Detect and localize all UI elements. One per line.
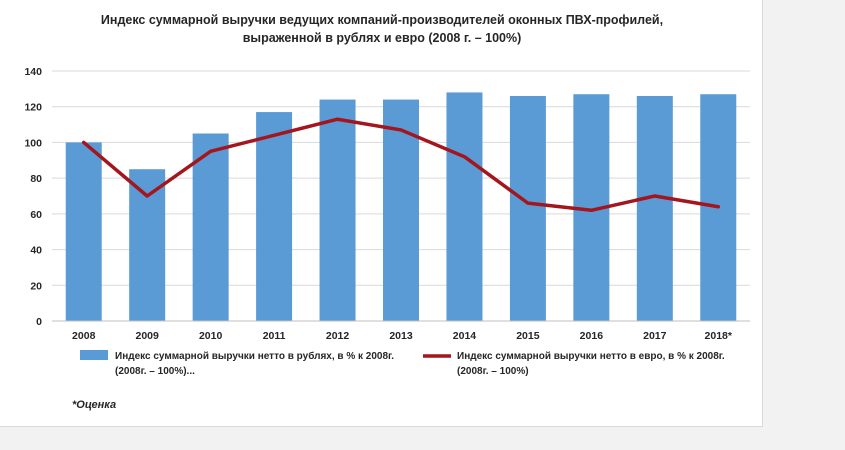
legend-label-rub-line-2: (2008г. – 100%)... (115, 366, 195, 377)
eur-point-2008 (82, 140, 86, 144)
x-tick-label: 2018* (705, 330, 733, 342)
eur-point-2016 (589, 208, 593, 212)
chart-title-line-1: Индекс суммарной выручки ведущих компани… (101, 13, 663, 27)
line-series (81, 117, 721, 213)
bar-2013 (383, 99, 419, 321)
footnote: *Оценка (72, 399, 116, 411)
y-tick-label: 80 (30, 173, 42, 185)
legend-label-eur-line-2: (2008г. – 100%) (457, 366, 529, 377)
legend-label-rub-line-1: Индекс суммарной выручки нетто в рублях,… (115, 350, 394, 362)
eur-point-2009 (145, 194, 149, 198)
bar-2010 (192, 133, 229, 321)
chart-title-line-2: выраженной в рублях и евро (2008 г. – 10… (243, 31, 522, 45)
bar-2014 (446, 92, 483, 321)
chart: Индекс суммарной выручки ведущих компани… (24, 13, 750, 411)
y-tick-label: 100 (24, 137, 42, 149)
y-tick-label: 20 (30, 280, 42, 292)
x-tick-label: 2017 (643, 330, 667, 342)
y-axis: 0 20 40 60 80 100 120 140 (24, 66, 42, 328)
x-tick-label: 2011 (263, 330, 286, 342)
eur-point-2012 (336, 117, 340, 121)
x-tick-label: 2008 (72, 330, 96, 342)
eur-point-2017 (653, 194, 657, 198)
y-tick-label: 40 (30, 245, 42, 257)
eur-point-2014 (462, 155, 466, 159)
eur-point-2018 (716, 205, 720, 209)
x-tick-label: 2013 (389, 330, 413, 342)
legend: Индекс суммарной выручки нетто в рублях,… (80, 350, 725, 377)
eur-point-2010 (209, 149, 213, 153)
x-tick-label: 2009 (136, 330, 160, 342)
bar-2012 (319, 99, 356, 321)
legend-label-eur-line-1: Индекс суммарной выручки нетто в евро, в… (457, 351, 725, 362)
y-tick-label: 140 (24, 66, 42, 78)
x-tick-label: 2014 (453, 330, 477, 342)
y-tick-label: 60 (30, 209, 42, 221)
eur-point-2015 (526, 201, 530, 205)
bar-2017 (636, 96, 673, 321)
bar-2011 (256, 112, 293, 321)
x-axis: 2008 2009 2010 2011 2012 2013 2014 2015 2016 2017… (52, 320, 750, 342)
legend-swatch-rub (80, 350, 108, 360)
x-tick-label: 2016 (580, 330, 604, 342)
bar-2015 (509, 96, 546, 321)
x-tick-label: 2015 (516, 330, 540, 342)
bar-2009 (129, 169, 166, 321)
y-tick-label: 0 (36, 316, 42, 328)
bar-2008 (65, 142, 102, 321)
eur-point-2011 (272, 133, 276, 137)
eur-point-2013 (399, 128, 403, 132)
y-tick-label: 120 (24, 102, 42, 114)
x-tick-label: 2010 (199, 330, 223, 342)
chart-frame: Индекс суммарной выручки ведущих компани… (0, 0, 763, 427)
bar-series (65, 92, 737, 321)
x-tick-label: 2012 (326, 330, 350, 342)
